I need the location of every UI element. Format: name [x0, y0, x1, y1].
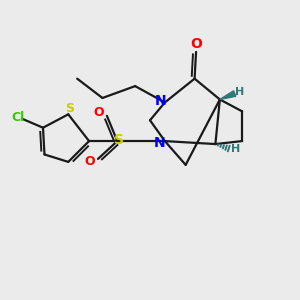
- Text: O: O: [93, 106, 104, 119]
- Polygon shape: [220, 91, 236, 100]
- Text: N: N: [154, 94, 166, 108]
- Text: O: O: [190, 37, 202, 51]
- Text: N: N: [154, 136, 165, 150]
- Text: H: H: [231, 143, 240, 154]
- Text: Cl: Cl: [11, 111, 24, 124]
- Text: S: S: [114, 133, 124, 147]
- Text: S: S: [65, 103, 74, 116]
- Text: H: H: [236, 87, 245, 97]
- Text: O: O: [84, 155, 95, 168]
